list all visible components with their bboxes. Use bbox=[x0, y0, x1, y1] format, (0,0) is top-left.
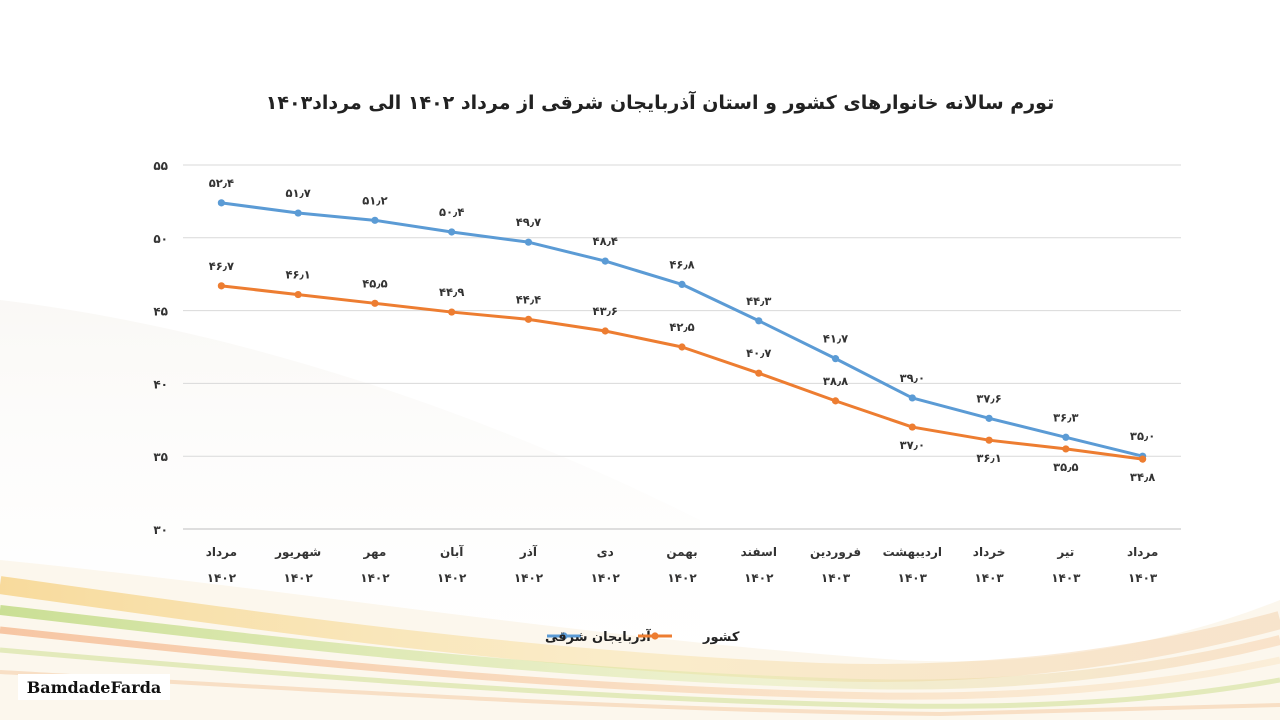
data-point bbox=[217, 282, 225, 290]
data-label: ۴۹٫۷ bbox=[516, 215, 541, 229]
x-category-year: ۱۴۰۲ bbox=[591, 571, 621, 585]
data-point bbox=[371, 299, 379, 307]
data-label: ۵۱٫۲ bbox=[362, 193, 387, 207]
data-point bbox=[908, 394, 916, 402]
x-category-year: ۱۴۰۳ bbox=[1051, 571, 1081, 585]
data-label: ۴۴٫۹ bbox=[439, 285, 464, 299]
data-label: ۵۰٫۴ bbox=[439, 205, 464, 219]
data-point bbox=[371, 216, 379, 224]
x-category-year: ۱۴۰۲ bbox=[514, 571, 544, 585]
x-category-year: ۱۴۰۳ bbox=[1128, 571, 1158, 585]
watermark-logo: BamdadeFarda bbox=[18, 674, 170, 700]
x-category-month: اسفند bbox=[741, 545, 777, 559]
data-point bbox=[524, 238, 533, 246]
x-category-month: اردیبهشت bbox=[883, 545, 942, 559]
x-category-month: مرداد bbox=[206, 545, 237, 559]
y-tick-label: ۴۵ bbox=[153, 305, 168, 319]
x-category-year: ۱۴۰۲ bbox=[284, 571, 314, 585]
x-category-month: آبان bbox=[440, 544, 464, 559]
data-point bbox=[1062, 433, 1070, 441]
data-label: ۴۲٫۵ bbox=[669, 320, 694, 334]
y-tick-label: ۳۵ bbox=[153, 450, 168, 464]
data-point bbox=[1062, 445, 1070, 453]
data-label: ۳۷٫۰ bbox=[900, 438, 925, 452]
data-point bbox=[217, 199, 225, 207]
data-point bbox=[678, 280, 686, 288]
data-point bbox=[601, 257, 609, 265]
legend-label: کشور bbox=[702, 630, 740, 645]
data-point bbox=[678, 343, 686, 351]
data-label: ۳۷٫۶ bbox=[976, 391, 1001, 405]
x-category-year: ۱۴۰۲ bbox=[667, 571, 697, 585]
x-category-year: ۱۴۰۳ bbox=[974, 571, 1004, 585]
x-category-month: شهریور bbox=[274, 545, 321, 560]
chart-title: تورم سالانه خانوارهای کشور و استان آذربا… bbox=[266, 90, 1054, 114]
data-label: ۳۶٫۱ bbox=[976, 451, 1001, 465]
legend-swatch-marker bbox=[651, 632, 659, 640]
data-label: ۴۴٫۳ bbox=[746, 294, 771, 308]
data-labels: ۵۲٫۴ ۵۱٫۷ ۵۱٫۲ ۵۰٫۴ ۴۹٫۷ ۴۸٫۴ ۴۶٫۸ ۴۴٫۳ ۴۱٫۷ ۳۹٫۰… bbox=[209, 176, 1156, 484]
data-label: ۳۸٫۸ bbox=[823, 374, 848, 388]
data-point bbox=[755, 317, 763, 325]
data-label: ۴۶٫۸ bbox=[669, 257, 694, 271]
data-label: ۴۶٫۷ bbox=[209, 259, 234, 273]
y-tick-label: ۳۰ bbox=[153, 523, 168, 537]
data-label: ۳۹٫۰ bbox=[900, 371, 925, 385]
y-axis-tick-labels: ۳۰ ۳۵ ۴۰ ۴۵ ۵۰ ۵۵ bbox=[153, 159, 168, 537]
data-point bbox=[294, 290, 302, 299]
data-label: ۴۵٫۵ bbox=[362, 276, 387, 290]
data-point bbox=[448, 228, 456, 236]
data-label: ۴۱٫۷ bbox=[823, 332, 848, 346]
series-line bbox=[219, 284, 1145, 461]
data-point bbox=[1139, 455, 1147, 463]
x-category-month: مهر bbox=[363, 545, 387, 559]
y-tick-label: ۵۵ bbox=[153, 159, 168, 173]
x-category-year: ۱۴۰۳ bbox=[898, 571, 928, 585]
data-label: ۳۵٫۰ bbox=[1130, 429, 1155, 443]
data-point bbox=[908, 423, 916, 431]
data-label: ۴۶٫۱ bbox=[285, 268, 310, 282]
x-axis-category-labels: مرداد ۱۴۰۲ شهریور ۱۴۰۲ مهر ۱۴۰۲ آبان ۱۴۰۲ آذر ۱۴۰… bbox=[206, 544, 1159, 585]
x-category-month: دی bbox=[597, 545, 614, 559]
x-category-year: ۱۴۰۲ bbox=[437, 571, 467, 585]
y-tick-label: ۴۰ bbox=[153, 377, 168, 391]
y-tick-label: ۵۰ bbox=[153, 232, 168, 246]
legend-swatch-marker bbox=[560, 632, 568, 640]
x-category-month: آذر bbox=[519, 544, 538, 559]
x-category-month: فروردین bbox=[810, 545, 861, 560]
series-lines bbox=[217, 199, 1147, 463]
x-category-year: ۱۴۰۲ bbox=[207, 571, 237, 585]
data-label: ۴۸٫۴ bbox=[593, 234, 618, 248]
data-label: ۴۰٫۷ bbox=[746, 346, 771, 360]
data-point bbox=[294, 209, 302, 217]
x-category-month: مرداد bbox=[1127, 545, 1158, 559]
data-label: ۵۲٫۴ bbox=[209, 176, 234, 190]
data-point bbox=[755, 369, 763, 377]
data-point bbox=[601, 327, 609, 335]
data-label: ۳۵٫۵ bbox=[1053, 460, 1078, 474]
data-label: ۴۴٫۴ bbox=[516, 292, 541, 306]
x-category-month: خرداد bbox=[973, 545, 1006, 559]
x-category-year: ۱۴۰۳ bbox=[821, 571, 851, 585]
data-label: ۳۶٫۳ bbox=[1053, 410, 1078, 424]
data-label: ۴۳٫۶ bbox=[593, 304, 618, 318]
data-label: ۵۱٫۷ bbox=[285, 186, 310, 200]
data-point bbox=[831, 397, 840, 405]
legend: آذربایجان شرقی کشور bbox=[545, 628, 740, 645]
data-point bbox=[985, 436, 993, 444]
x-category-year: ۱۴۰۲ bbox=[360, 571, 390, 585]
data-point bbox=[985, 414, 993, 422]
data-point bbox=[524, 315, 533, 323]
x-category-year: ۱۴۰۲ bbox=[744, 571, 774, 585]
x-category-month: بهمن bbox=[666, 545, 697, 559]
legend-label: آذربایجان شرقی bbox=[545, 628, 651, 645]
data-point bbox=[831, 355, 840, 363]
x-category-month: تیر bbox=[1056, 545, 1074, 559]
data-point bbox=[448, 308, 456, 316]
data-label: ۳۴٫۸ bbox=[1130, 470, 1155, 484]
gridlines bbox=[183, 164, 1181, 530]
